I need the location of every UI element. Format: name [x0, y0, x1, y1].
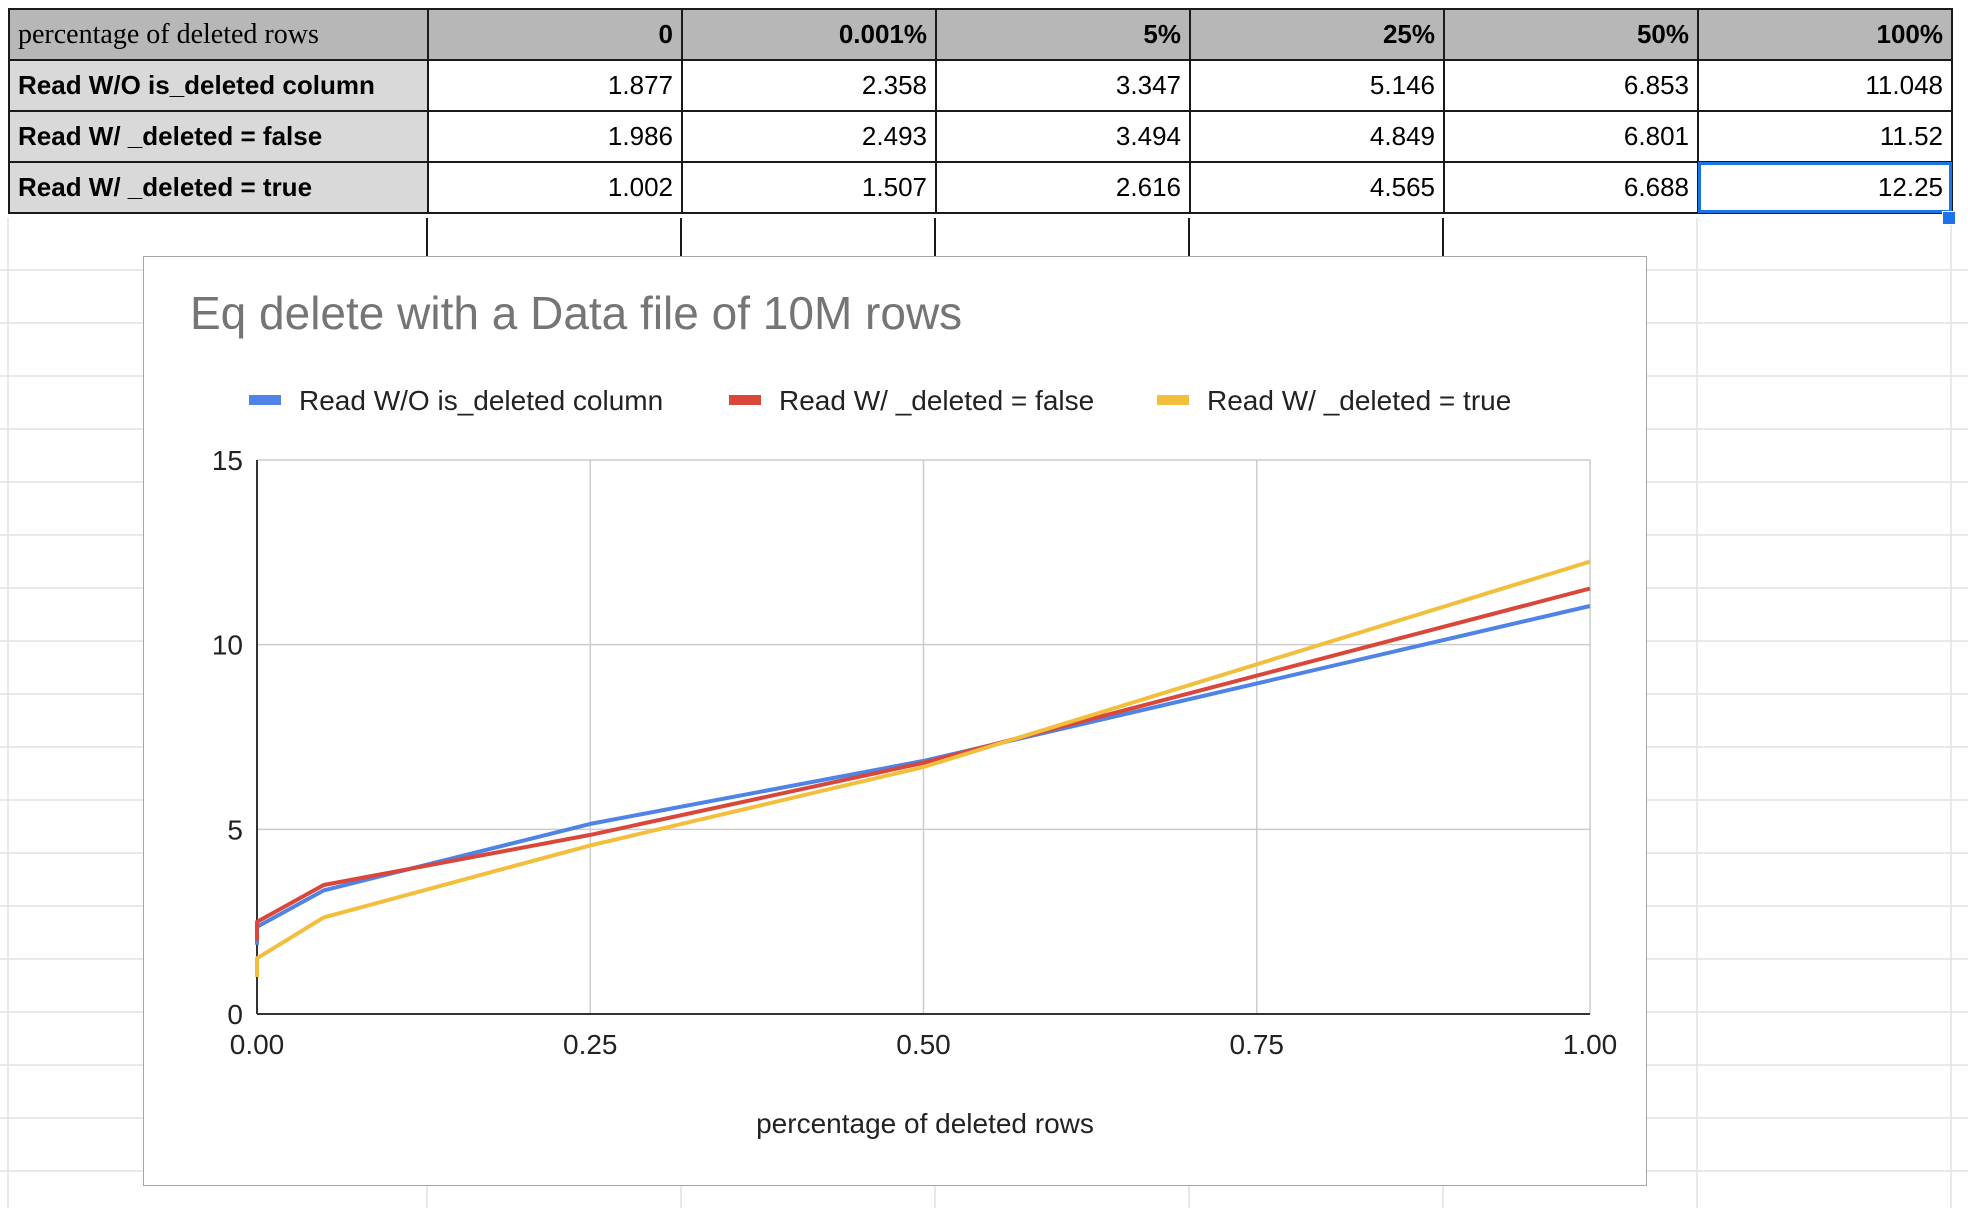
- value-cell[interactable]: 11.048: [1697, 59, 1953, 112]
- row-label-cell[interactable]: Read W/O is_deleted column: [8, 59, 429, 112]
- value-cell[interactable]: 11.52: [1697, 110, 1953, 163]
- x-tick-label: 0.50: [896, 1029, 951, 1060]
- y-tick-label: 0: [227, 999, 243, 1030]
- legend-swatch: [249, 395, 281, 405]
- row-label-cell[interactable]: Read W/ _deleted = false: [8, 110, 429, 163]
- legend-swatch: [1157, 395, 1189, 405]
- x-tick-label: 0.25: [563, 1029, 618, 1060]
- y-tick-label: 5: [227, 814, 243, 845]
- header-cell[interactable]: 100%: [1697, 8, 1953, 61]
- value-cell[interactable]: 6.688: [1443, 161, 1699, 214]
- chart-title: Eq delete with a Data file of 10M rows: [190, 287, 962, 339]
- value-cell[interactable]: 1.877: [427, 59, 683, 112]
- header-cell[interactable]: 5%: [935, 8, 1191, 61]
- value-cell[interactable]: 4.849: [1189, 110, 1445, 163]
- chart-gridlines: [257, 459, 1591, 1014]
- x-tick-label: 0.75: [1230, 1029, 1285, 1060]
- legend-label[interactable]: Read W/ _deleted = false: [779, 385, 1094, 416]
- table-row: Read W/O is_deleted column 1.877 2.358 3…: [8, 59, 1953, 112]
- header-cell[interactable]: 0: [427, 8, 683, 61]
- value-cell[interactable]: 3.494: [935, 110, 1191, 163]
- header-cell[interactable]: 0.001%: [681, 8, 937, 61]
- selection-fill-handle[interactable]: [1942, 211, 1956, 225]
- series-line-3[interactable]: [255, 559, 1591, 977]
- chart-canvas: Eq delete with a Data file of 10M rows R…: [190, 287, 1617, 1139]
- value-cell[interactable]: 2.616: [935, 161, 1191, 214]
- header-cell[interactable]: 50%: [1443, 8, 1699, 61]
- value-cell[interactable]: 1.507: [681, 161, 937, 214]
- legend-swatch: [729, 395, 761, 405]
- y-tick-label: 15: [212, 445, 243, 476]
- row-label-cell[interactable]: Read W/ _deleted = true: [8, 161, 429, 214]
- value-cell[interactable]: 3.347: [935, 59, 1191, 112]
- chart-legend: Read W/O is_deleted column Read W/ _delet…: [249, 385, 1511, 416]
- value-cell[interactable]: 4.565: [1189, 161, 1445, 214]
- value-cell[interactable]: 1.986: [427, 110, 683, 163]
- x-axis-label: percentage of deleted rows: [756, 1108, 1094, 1139]
- value-cell[interactable]: 2.493: [681, 110, 937, 163]
- value-cell[interactable]: 2.358: [681, 59, 937, 112]
- header-cell[interactable]: percentage of deleted rows: [8, 8, 429, 61]
- value-cell[interactable]: 5.146: [1189, 59, 1445, 112]
- table-row: Read W/ _deleted = false 1.986 2.493 3.4…: [8, 110, 1953, 163]
- selected-value-cell[interactable]: 12.25: [1697, 161, 1953, 214]
- table-header-row: percentage of deleted rows 0 0.001% 5% 2…: [8, 8, 1953, 61]
- legend-label[interactable]: Read W/ _deleted = true: [1207, 385, 1511, 416]
- table-row: Read W/ _deleted = true 1.002 1.507 2.61…: [8, 161, 1953, 214]
- value-cell[interactable]: 6.801: [1443, 110, 1699, 163]
- value-cell[interactable]: 6.853: [1443, 59, 1699, 112]
- legend-label[interactable]: Read W/O is_deleted column: [299, 385, 663, 416]
- x-tick-label: 1.00: [1563, 1029, 1618, 1060]
- line-chart[interactable]: Eq delete with a Data file of 10M rows R…: [143, 256, 1647, 1186]
- data-table: percentage of deleted rows 0 0.001% 5% 2…: [8, 8, 1953, 214]
- chart-tick-labels: 0 5 10 15 0.00 0.25 0.50 0.75 1.00: [212, 445, 1617, 1060]
- header-cell[interactable]: 25%: [1189, 8, 1445, 61]
- value-cell[interactable]: 1.002: [427, 161, 683, 214]
- x-tick-label: 0.00: [230, 1029, 285, 1060]
- chart-series: [255, 559, 1591, 977]
- y-tick-label: 10: [212, 630, 243, 661]
